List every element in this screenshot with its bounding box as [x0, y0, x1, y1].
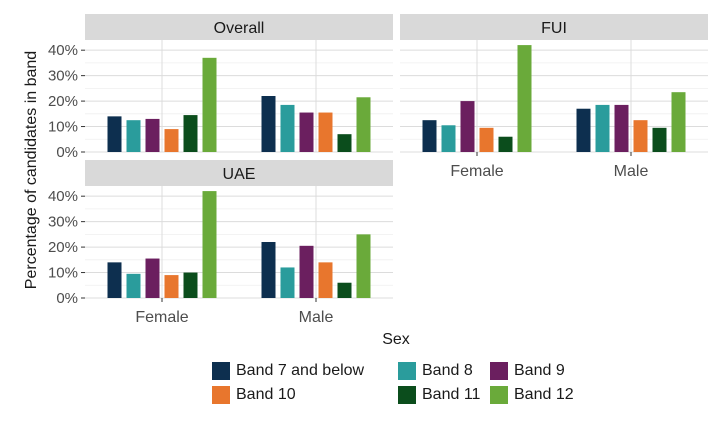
bar-band-7-and-below-male	[576, 108, 591, 152]
bar-band-10-male	[318, 262, 333, 298]
bar-band-8-female	[441, 125, 456, 152]
y-tick-label: 0%	[56, 290, 78, 307]
bar-band-12-male	[356, 97, 371, 152]
bar-band-10-male	[318, 112, 333, 152]
panel-title: Overall	[214, 20, 265, 37]
y-tick-label: 20%	[48, 93, 78, 110]
legend-swatch	[490, 362, 508, 380]
y-tick-label: 10%	[48, 119, 78, 136]
legend-item-band-9: Band 9	[490, 360, 565, 382]
legend-label: Band 8	[422, 362, 473, 379]
bar-band-9-male	[299, 245, 314, 298]
bar-band-10-female	[164, 129, 179, 152]
bar-band-10-male	[633, 120, 648, 152]
bar-band-12-female	[517, 45, 532, 152]
x-axis-title: Sex	[382, 331, 410, 348]
y-axis-title: Percentage of candidates in band	[23, 51, 40, 289]
legend-swatch	[398, 386, 416, 404]
bar-band-8-female	[126, 120, 141, 152]
y-tick-label: 30%	[48, 214, 78, 231]
y-tick-label: 40%	[48, 42, 78, 59]
bar-band-12-female	[202, 57, 217, 153]
y-tick-label: 30%	[48, 68, 78, 85]
panel-strip	[85, 14, 393, 40]
bar-band-8-male	[595, 104, 610, 152]
x-tick-label: Female	[450, 163, 503, 180]
legend-label: Band 7 and below	[236, 362, 365, 379]
legend: Band 7 and below Band 8 Band 9 Band 10 Band …	[212, 360, 592, 410]
bar-band-7-and-below-male	[261, 242, 276, 298]
panel-title: FUI	[541, 20, 567, 37]
legend-item-band-11: Band 11	[398, 384, 480, 406]
bar-band-11-female	[183, 272, 198, 298]
legend-label: Band 9	[514, 362, 565, 379]
bar-band-7-and-below-female	[107, 116, 122, 152]
bar-band-8-male	[280, 104, 295, 152]
y-tick-label: 40%	[48, 188, 78, 205]
legend-label: Band 12	[514, 386, 574, 403]
legend-label: Band 10	[236, 386, 296, 403]
bar-band-7-and-below-female	[107, 262, 122, 298]
bar-band-9-female	[145, 118, 160, 152]
bar-band-11-male	[652, 127, 667, 152]
bar-band-8-male	[280, 267, 295, 298]
bar-band-7-and-below-female	[422, 120, 437, 152]
legend-item-band-12: Band 12	[490, 384, 574, 406]
bar-band-11-female	[498, 136, 513, 152]
legend-swatch	[212, 386, 230, 404]
bar-band-9-male	[299, 112, 314, 152]
y-tick-label: 10%	[48, 265, 78, 282]
panel-title: UAE	[223, 166, 256, 183]
legend-swatch	[398, 362, 416, 380]
bar-band-12-female	[202, 191, 217, 298]
bar-band-9-male	[614, 104, 629, 152]
panel-overall: Overall 0% 10% 20% 30% 40%	[48, 14, 393, 161]
legend-label: Band 11	[422, 386, 481, 403]
bar-band-12-male	[671, 92, 686, 152]
bar-band-12-male	[356, 234, 371, 298]
bar-band-9-female	[145, 258, 160, 298]
legend-swatch	[490, 386, 508, 404]
x-tick-label: Female	[135, 309, 188, 326]
legend-item-band-7-and-below: Band 7 and below	[212, 360, 364, 382]
panel-strip	[85, 160, 393, 186]
bar-band-7-and-below-male	[261, 96, 276, 152]
y-tick-label: 0%	[56, 144, 78, 161]
panel-fui: FUI Female Male	[400, 14, 708, 180]
bar-band-10-female	[479, 127, 494, 152]
y-tick-label: 20%	[48, 239, 78, 256]
bar-band-9-female	[460, 101, 475, 152]
bar-band-10-female	[164, 275, 179, 298]
bar-band-11-female	[183, 115, 198, 152]
legend-item-band-10: Band 10	[212, 384, 296, 406]
panel-uae: UAE 0% 10% 20% 30% 40% Female Male	[48, 160, 393, 326]
x-tick-label: Male	[614, 163, 649, 180]
legend-item-band-8: Band 8	[398, 360, 473, 382]
bar-band-11-male	[337, 134, 352, 152]
panel-strip	[400, 14, 708, 40]
bar-band-11-male	[337, 282, 352, 298]
x-tick-label: Male	[299, 309, 334, 326]
legend-swatch	[212, 362, 230, 380]
bar-band-8-female	[126, 273, 141, 298]
